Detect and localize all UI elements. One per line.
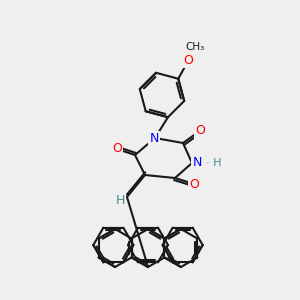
Text: O: O: [183, 54, 193, 67]
Text: N: N: [149, 131, 159, 145]
Text: O: O: [112, 142, 122, 154]
Text: N: N: [192, 155, 202, 169]
Text: O: O: [195, 124, 205, 137]
Text: · H: · H: [206, 158, 221, 168]
Text: O: O: [189, 178, 199, 191]
Text: H: H: [115, 194, 125, 206]
Text: CH₃: CH₃: [186, 42, 205, 52]
